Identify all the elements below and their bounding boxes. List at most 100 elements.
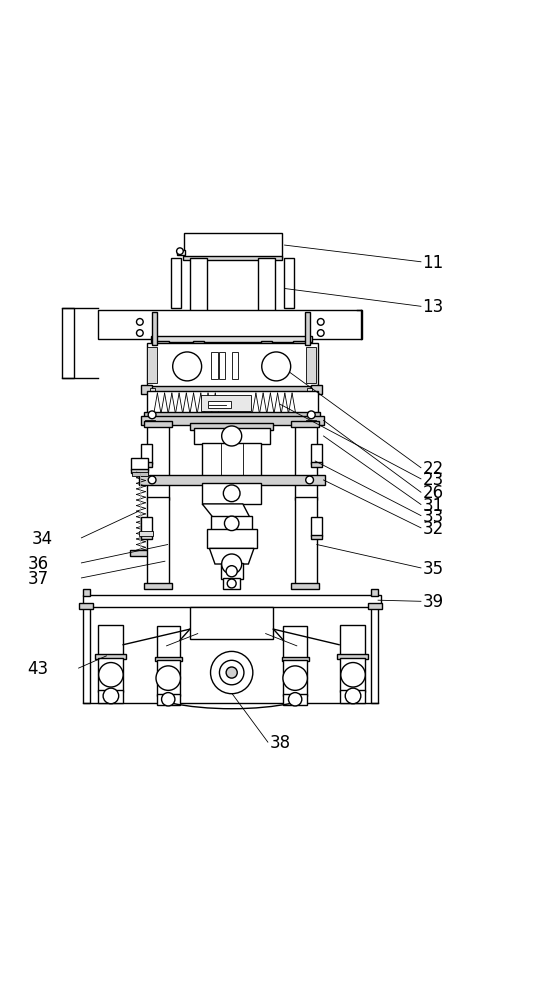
Circle shape bbox=[223, 485, 240, 502]
Circle shape bbox=[227, 579, 236, 588]
Bar bbox=[201, 395, 251, 411]
Circle shape bbox=[103, 688, 119, 704]
Circle shape bbox=[307, 411, 315, 419]
Bar bbox=[83, 605, 90, 703]
Bar bbox=[139, 475, 325, 485]
Bar bbox=[152, 312, 157, 345]
Bar bbox=[291, 421, 319, 427]
Bar bbox=[305, 312, 310, 345]
Polygon shape bbox=[202, 504, 250, 518]
Circle shape bbox=[99, 663, 123, 687]
Bar bbox=[284, 258, 294, 308]
Text: 22: 22 bbox=[422, 460, 444, 478]
Bar bbox=[147, 391, 318, 414]
Bar bbox=[146, 420, 156, 425]
Circle shape bbox=[262, 352, 291, 381]
Bar bbox=[147, 347, 157, 383]
Bar bbox=[293, 341, 310, 345]
Bar bbox=[79, 603, 93, 609]
Bar bbox=[184, 233, 282, 258]
Circle shape bbox=[137, 330, 143, 336]
Polygon shape bbox=[209, 548, 254, 564]
Bar bbox=[141, 416, 324, 425]
Bar bbox=[295, 497, 317, 586]
Text: 37: 37 bbox=[27, 570, 49, 588]
Bar bbox=[202, 443, 261, 478]
Bar bbox=[291, 583, 319, 589]
Circle shape bbox=[148, 411, 156, 419]
Bar bbox=[338, 654, 368, 659]
Bar bbox=[147, 343, 318, 389]
Text: 43: 43 bbox=[27, 660, 49, 678]
Bar bbox=[193, 341, 204, 345]
Bar bbox=[283, 660, 307, 696]
Bar bbox=[311, 462, 323, 467]
Circle shape bbox=[222, 554, 242, 574]
Bar bbox=[311, 517, 323, 536]
Text: 13: 13 bbox=[422, 298, 444, 316]
Bar bbox=[150, 388, 156, 394]
Bar bbox=[219, 352, 225, 379]
Circle shape bbox=[219, 660, 244, 685]
Bar bbox=[145, 421, 172, 427]
Bar bbox=[340, 690, 365, 703]
Circle shape bbox=[318, 330, 324, 336]
Bar bbox=[183, 256, 282, 260]
Text: 33: 33 bbox=[422, 508, 444, 526]
Bar bbox=[206, 529, 257, 548]
Text: 38: 38 bbox=[270, 734, 291, 752]
Bar bbox=[83, 589, 90, 596]
Bar bbox=[176, 250, 185, 255]
Bar bbox=[152, 341, 169, 345]
Bar bbox=[132, 458, 148, 470]
Bar bbox=[157, 694, 180, 705]
Bar bbox=[145, 583, 172, 589]
Bar bbox=[147, 497, 169, 586]
Text: 39: 39 bbox=[422, 593, 444, 611]
Circle shape bbox=[224, 516, 239, 531]
Bar bbox=[155, 657, 181, 661]
Bar bbox=[141, 444, 152, 464]
Circle shape bbox=[137, 319, 143, 325]
Bar bbox=[145, 412, 320, 418]
Bar bbox=[171, 258, 181, 308]
Bar bbox=[190, 423, 273, 430]
Bar bbox=[98, 310, 363, 339]
Bar bbox=[340, 625, 365, 656]
Bar bbox=[211, 352, 218, 379]
Circle shape bbox=[210, 651, 253, 694]
Bar bbox=[141, 385, 152, 394]
Circle shape bbox=[283, 666, 307, 690]
Bar bbox=[307, 388, 312, 394]
Bar bbox=[220, 563, 243, 579]
Bar bbox=[151, 336, 312, 342]
Bar bbox=[232, 352, 238, 379]
Circle shape bbox=[172, 352, 201, 381]
Bar bbox=[130, 550, 149, 556]
Bar bbox=[132, 469, 148, 473]
Bar bbox=[190, 607, 273, 639]
Text: 36: 36 bbox=[27, 555, 49, 573]
Bar bbox=[98, 658, 123, 692]
Bar bbox=[208, 401, 231, 408]
Circle shape bbox=[288, 693, 302, 706]
Circle shape bbox=[318, 319, 324, 325]
Bar bbox=[190, 258, 206, 311]
Bar bbox=[283, 626, 307, 659]
Text: 23: 23 bbox=[422, 471, 444, 489]
Bar bbox=[368, 603, 382, 609]
Circle shape bbox=[222, 426, 242, 446]
Circle shape bbox=[306, 476, 314, 484]
Bar bbox=[202, 483, 261, 504]
Text: 32: 32 bbox=[422, 520, 444, 538]
Bar bbox=[283, 694, 307, 705]
Text: 34: 34 bbox=[31, 530, 52, 548]
Bar bbox=[147, 423, 169, 500]
Bar bbox=[306, 347, 316, 383]
Text: 26: 26 bbox=[422, 484, 444, 502]
Bar bbox=[157, 660, 180, 696]
Bar bbox=[83, 595, 381, 607]
Bar bbox=[141, 462, 152, 467]
Bar bbox=[141, 535, 152, 539]
Bar bbox=[139, 531, 153, 536]
